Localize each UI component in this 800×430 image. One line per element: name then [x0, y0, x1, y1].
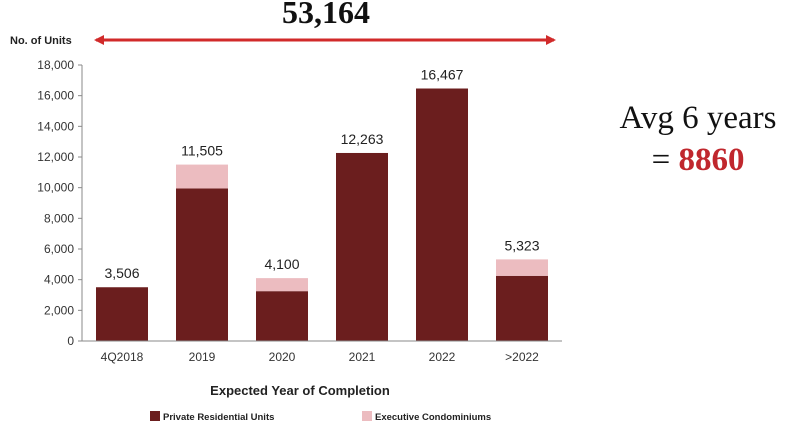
x-tick-label: 2020	[269, 350, 296, 364]
x-tick-label: 2021	[349, 350, 376, 364]
y-tick-label: 18,000	[37, 58, 74, 72]
bar-private-residential	[176, 188, 228, 341]
bar-total-label: 3,506	[104, 265, 139, 281]
legend-swatch-ec	[362, 411, 372, 421]
bar-total-label: 4,100	[264, 256, 299, 272]
x-tick-label: 2019	[189, 350, 216, 364]
x-tick-label: 2022	[429, 350, 456, 364]
y-tick-label: 2,000	[44, 303, 74, 317]
x-tick-label: 4Q2018	[101, 350, 144, 364]
bar-private-residential	[336, 152, 388, 341]
y-axis-title: No. of Units	[10, 35, 72, 47]
x-tick-label: >2022	[505, 350, 539, 364]
bar-private-residential	[96, 287, 148, 341]
bar-private-residential	[256, 291, 308, 341]
y-tick-label: 16,000	[37, 89, 74, 103]
total-units-label: 53,164	[282, 0, 370, 30]
bar-total-label: 12,263	[341, 131, 384, 147]
legend-swatch-private	[150, 411, 160, 421]
y-tick-label: 4,000	[44, 273, 74, 287]
legend: Private Residential Units Executive Cond…	[150, 411, 491, 423]
x-axis-title: Expected Year of Completion	[210, 383, 390, 398]
y-tick-label: 6,000	[44, 242, 74, 256]
legend-label-private: Private Residential Units	[163, 412, 274, 423]
y-tick-label: 0	[67, 334, 74, 348]
bar-private-residential	[496, 275, 548, 341]
y-tick-label: 10,000	[37, 181, 74, 195]
bar-total-label: 5,323	[504, 237, 539, 253]
average-value-line: = 8860	[598, 142, 798, 179]
bar-executive-condominiums	[496, 259, 548, 276]
bar-executive-condominiums	[176, 164, 228, 189]
bar-executive-condominiums	[256, 278, 308, 292]
bar-private-residential	[416, 88, 468, 341]
y-tick-label: 12,000	[37, 150, 74, 164]
equals-sign: =	[651, 142, 671, 178]
average-value: 8860	[678, 142, 745, 178]
y-tick-label: 14,000	[37, 119, 74, 133]
bar-total-label: 11,505	[181, 143, 223, 159]
average-label: Avg 6 years	[619, 100, 777, 136]
y-tick-label: 8,000	[44, 211, 74, 225]
bar-total-label: 16,467	[421, 67, 464, 83]
legend-label-ec: Executive Condominiums	[375, 412, 491, 423]
